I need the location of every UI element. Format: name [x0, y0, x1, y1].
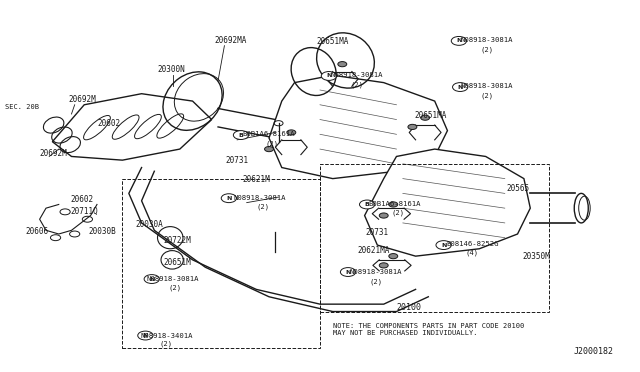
Text: 20731: 20731: [226, 156, 249, 166]
Text: N: N: [226, 196, 232, 201]
Text: (2): (2): [370, 278, 383, 285]
Text: (4): (4): [465, 250, 479, 256]
Text: (2): (2): [392, 209, 404, 216]
Circle shape: [264, 147, 273, 152]
Text: 20731: 20731: [366, 228, 389, 237]
Circle shape: [389, 254, 397, 259]
Text: B08146-8252G: B08146-8252G: [446, 241, 499, 247]
Text: 20350M: 20350M: [523, 251, 550, 261]
Circle shape: [287, 130, 296, 135]
Text: 20100: 20100: [396, 302, 422, 312]
Text: (2): (2): [266, 140, 279, 147]
Text: N: N: [149, 276, 154, 282]
Text: 20651MA: 20651MA: [414, 110, 447, 120]
Text: (2): (2): [168, 284, 182, 291]
Text: NOTE: THE COMPONENTS PARTS IN PART CODE 20100
MAY NOT BE PURCHASED INDIVIDUALLY.: NOTE: THE COMPONENTS PARTS IN PART CODE …: [333, 323, 524, 336]
Text: 20565: 20565: [506, 185, 529, 193]
Circle shape: [389, 202, 397, 207]
Text: 20692M: 20692M: [68, 95, 96, 104]
Text: 20300N: 20300N: [157, 65, 185, 74]
Circle shape: [420, 115, 429, 120]
Circle shape: [328, 73, 337, 78]
Text: B: B: [239, 132, 243, 138]
Text: (2): (2): [159, 341, 173, 347]
Text: 20602: 20602: [70, 195, 93, 204]
Text: 20621M: 20621M: [243, 175, 270, 184]
Text: N: N: [458, 84, 463, 90]
Text: 20606: 20606: [26, 227, 49, 235]
Circle shape: [144, 275, 159, 283]
Text: N08918-3081A: N08918-3081A: [349, 269, 402, 275]
Circle shape: [321, 71, 337, 80]
Text: 20602: 20602: [97, 119, 120, 128]
Circle shape: [408, 124, 417, 129]
Text: B: B: [365, 202, 369, 207]
Text: (2): (2): [256, 203, 269, 209]
Text: N08918-3401A: N08918-3401A: [140, 333, 193, 339]
Text: N: N: [346, 270, 351, 275]
Text: (2): (2): [481, 46, 493, 52]
Text: 20711Q: 20711Q: [70, 207, 98, 217]
PathPatch shape: [365, 149, 531, 256]
Text: N08918-3081A: N08918-3081A: [147, 276, 199, 282]
Text: 20030A: 20030A: [135, 220, 163, 229]
Circle shape: [360, 200, 375, 209]
Text: 20651MA: 20651MA: [317, 37, 349, 46]
Circle shape: [380, 213, 388, 218]
Text: 20621MA: 20621MA: [357, 246, 389, 255]
Text: (2): (2): [351, 81, 364, 88]
Circle shape: [221, 194, 237, 203]
Text: 20722M: 20722M: [164, 236, 191, 245]
Text: N: N: [456, 38, 461, 44]
Circle shape: [340, 267, 356, 276]
PathPatch shape: [52, 94, 212, 160]
PathPatch shape: [269, 75, 447, 179]
Circle shape: [234, 131, 248, 140]
Text: 20692M: 20692M: [40, 150, 67, 158]
Text: SEC. 20B: SEC. 20B: [4, 104, 38, 110]
Text: N08918-3081A: N08918-3081A: [234, 195, 287, 201]
Circle shape: [451, 36, 467, 45]
Circle shape: [436, 241, 451, 250]
Text: 20692MA: 20692MA: [215, 36, 247, 45]
Text: N: N: [326, 74, 332, 78]
Text: J2000182: J2000182: [573, 347, 613, 356]
Text: N: N: [143, 333, 148, 338]
Text: N08918-3081A: N08918-3081A: [460, 37, 513, 43]
Circle shape: [138, 331, 153, 340]
Text: 20651M: 20651M: [164, 258, 191, 267]
Text: (2): (2): [481, 92, 493, 99]
Text: N: N: [441, 243, 446, 248]
Circle shape: [338, 62, 347, 67]
Text: B0B1A6-8161A: B0B1A6-8161A: [369, 201, 421, 207]
Text: N08918-3081A: N08918-3081A: [460, 83, 513, 89]
Circle shape: [380, 263, 388, 268]
Text: B0B1A6-8161A: B0B1A6-8161A: [243, 131, 295, 137]
Text: N08918-3081A: N08918-3081A: [330, 72, 383, 78]
Circle shape: [452, 83, 468, 92]
Text: 20030B: 20030B: [88, 227, 116, 235]
